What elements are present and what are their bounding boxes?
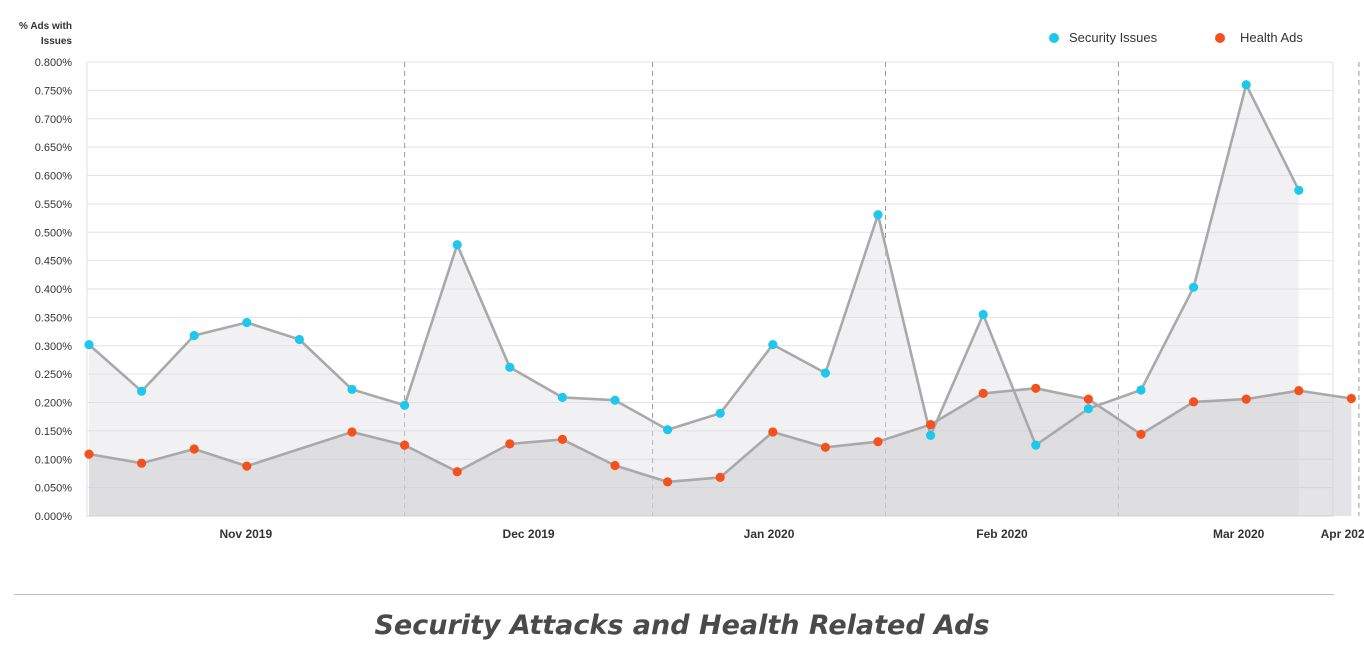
data-point (926, 430, 936, 440)
x-month-label: Mar 2020 (1213, 527, 1265, 541)
data-point (400, 400, 410, 410)
data-point (978, 388, 988, 398)
x-month-label: Apr 2020 (1321, 527, 1364, 541)
data-point (84, 449, 94, 459)
data-point (1241, 80, 1251, 90)
data-point (873, 210, 883, 220)
x-month-label: Nov 2019 (219, 527, 272, 541)
data-point (505, 362, 515, 372)
data-point (663, 477, 673, 487)
data-point (820, 442, 831, 452)
data-point (873, 437, 883, 447)
x-month-label: Feb 2020 (976, 527, 1028, 541)
data-point (557, 434, 568, 444)
y-axis-label-line2: Issues (41, 36, 73, 47)
data-point (1294, 386, 1304, 396)
y-axis-ticks: 0.000% 0.050% 0.100% 0.150% 0.200% 0.250% 0.30… (35, 57, 73, 523)
y-tick-label: 0.550% (35, 199, 73, 211)
data-point (137, 458, 147, 468)
y-tick-label: 0.350% (35, 312, 73, 324)
y-axis-label-line1: % Ads with (19, 21, 72, 32)
data-point (242, 461, 252, 471)
series-area-1 (89, 388, 1352, 516)
y-tick-label: 0.750% (35, 85, 73, 97)
y-tick-label: 0.100% (35, 454, 73, 466)
x-month-label: Jan 2020 (744, 527, 795, 541)
y-tick-label: 0.400% (35, 284, 73, 296)
data-point (610, 460, 620, 471)
data-point (189, 444, 199, 454)
data-point (1136, 385, 1146, 395)
data-point (452, 467, 462, 477)
legend-marker-health-ads (1215, 33, 1225, 43)
data-point (1083, 394, 1093, 404)
x-month-label: Dec 2019 (503, 527, 555, 541)
data-point (452, 240, 462, 250)
data-point (189, 330, 199, 341)
y-tick-label: 0.450% (35, 256, 73, 268)
y-tick-label: 0.200% (35, 398, 73, 410)
data-point (347, 384, 357, 394)
data-point (347, 427, 357, 437)
data-point (1294, 185, 1304, 195)
data-point (768, 427, 778, 437)
legend-label-health-ads: Health Ads (1240, 30, 1303, 45)
series-lines (88, 83, 1352, 484)
data-point (1031, 440, 1041, 450)
data-point (84, 340, 94, 350)
data-point (1189, 397, 1199, 407)
caption-divider (14, 594, 1334, 595)
data-point (978, 309, 988, 320)
series-areas (89, 84, 1352, 516)
y-tick-label: 0.300% (35, 341, 73, 353)
data-point (1083, 404, 1093, 414)
data-point (715, 472, 725, 482)
data-point (663, 425, 673, 435)
legend: Security Issues Health Ads (1049, 30, 1303, 45)
x-axis-month-labels: Nov 2019 Dec 2019 Jan 2020 Feb 2020 Mar 2020… (219, 527, 1364, 541)
data-point (1346, 393, 1356, 404)
chart-title: Security Attacks and Health Related Ads (374, 610, 990, 641)
data-point (137, 386, 147, 396)
data-point (926, 420, 936, 430)
y-tick-label: 0.050% (35, 483, 73, 495)
data-point (820, 368, 831, 378)
data-points (84, 80, 1356, 487)
data-point (715, 408, 725, 418)
series-line-1 (88, 386, 1352, 484)
data-point (400, 440, 410, 450)
legend-label-security-issues: Security Issues (1069, 30, 1158, 45)
y-tick-label: 0.150% (35, 426, 73, 438)
data-point (1189, 282, 1199, 292)
data-point (505, 439, 515, 449)
data-point (1031, 383, 1041, 393)
y-tick-label: 0.700% (35, 114, 73, 126)
data-point (1241, 394, 1251, 404)
data-point (557, 392, 568, 402)
data-point (294, 334, 304, 345)
data-point (768, 340, 778, 350)
y-tick-label: 0.800% (35, 57, 73, 69)
legend-marker-security-issues (1049, 33, 1059, 43)
y-tick-label: 0.500% (35, 227, 73, 239)
y-tick-label: 0.650% (35, 142, 73, 154)
y-tick-label: 0.600% (35, 171, 73, 183)
chart-canvas: % Ads with Issues Security Issues Health… (19, 21, 1364, 541)
y-tick-label: 0.000% (35, 511, 73, 523)
data-point (1136, 429, 1146, 439)
data-point (242, 317, 252, 328)
data-point (610, 395, 620, 405)
gridlines (86, 61, 1334, 517)
y-tick-label: 0.250% (35, 369, 73, 381)
